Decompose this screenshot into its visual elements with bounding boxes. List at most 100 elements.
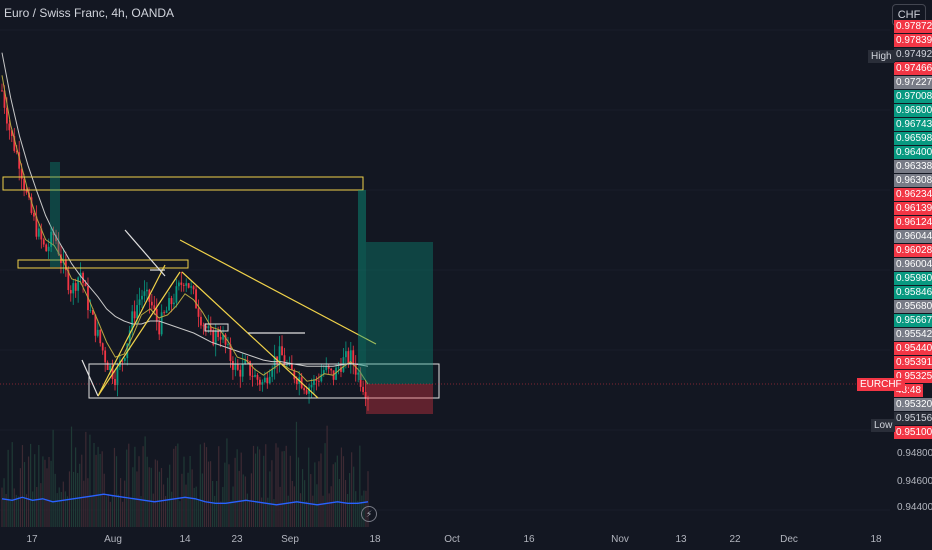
volume-bar — [144, 436, 146, 527]
volume-bar — [142, 446, 144, 527]
volume-bar — [146, 456, 148, 527]
volume-bar — [109, 501, 111, 527]
candle-body — [295, 379, 298, 384]
volume-bar — [353, 466, 355, 527]
candle-body — [116, 366, 119, 386]
candle-body — [170, 298, 173, 305]
volume-bar — [261, 497, 263, 527]
lightning-icon[interactable]: ⚡ — [361, 506, 377, 522]
candle-body — [57, 241, 60, 255]
candle-body — [89, 310, 92, 311]
volume-bar — [140, 496, 142, 527]
price-tag: 0.96124 — [894, 216, 932, 229]
price-axis-label: 0.94600 — [897, 476, 932, 487]
candle-body — [25, 189, 28, 193]
price-axis-label: 0.94400 — [897, 502, 932, 513]
volume-bar — [77, 473, 79, 527]
time-axis-label: 13 — [675, 534, 687, 545]
candle-body — [236, 363, 239, 370]
candle-body — [101, 343, 104, 351]
price-tag: 0.97839 — [894, 34, 932, 47]
candle-body — [133, 311, 136, 319]
candle-body — [278, 346, 281, 364]
volume-bar — [246, 493, 248, 527]
price-tag: 0.95846 — [894, 286, 932, 299]
time-axis-label: 17 — [26, 534, 38, 545]
time-axis-label: Aug — [104, 534, 122, 545]
volume-bar — [193, 487, 195, 527]
candle-body — [283, 355, 286, 366]
volume-trend-line — [1, 493, 369, 506]
candle-body — [52, 231, 55, 236]
candle-body — [45, 244, 48, 252]
candle-body — [200, 316, 202, 326]
candle-body — [359, 372, 362, 387]
candle-body — [20, 168, 23, 179]
candle-body — [335, 367, 337, 380]
time-axis-label: 23 — [231, 534, 243, 545]
volume-bar — [306, 501, 308, 527]
volume-bar — [222, 487, 224, 527]
volume-bar — [216, 480, 218, 527]
price-tag: 0.97227 — [894, 76, 932, 89]
candle-body — [8, 123, 11, 131]
candle-body — [330, 368, 333, 371]
volume-bar — [113, 447, 116, 527]
price-tag: 0.96028 — [894, 244, 932, 257]
candle-body — [3, 90, 6, 108]
volume-bar — [101, 451, 103, 527]
symbol-label: EURCHF — [857, 378, 905, 391]
price-tag: 0.96234 — [894, 188, 932, 201]
candle-body — [182, 284, 185, 286]
volume-bar — [214, 495, 216, 527]
volume-bar — [312, 495, 314, 527]
volume-bar — [70, 426, 73, 527]
volume-bar — [122, 501, 124, 527]
price-tag: 0.96598 — [894, 132, 932, 145]
price-tag: 0.95542 — [894, 328, 932, 341]
candle-body — [37, 228, 40, 237]
candle-body — [352, 350, 355, 365]
volume-bar — [177, 443, 179, 527]
candle-body — [266, 377, 269, 384]
volume-bar — [17, 496, 19, 527]
trendline — [179, 239, 377, 345]
volume-bar — [254, 453, 257, 527]
volume-bar — [271, 460, 273, 527]
candle-body — [10, 130, 13, 137]
candle-body — [136, 305, 139, 319]
volume-bar — [30, 443, 32, 527]
price-tag: 0.95391 — [894, 356, 932, 369]
volume-bar — [128, 443, 130, 527]
volume-bar — [265, 444, 267, 527]
volume-bar — [240, 452, 242, 527]
candle-body — [349, 350, 352, 364]
candle-body — [281, 346, 283, 356]
candle-body — [190, 286, 193, 288]
candle-body — [6, 107, 8, 124]
candle-body — [254, 374, 256, 377]
candle-body — [13, 136, 16, 151]
candle-body — [244, 360, 247, 364]
price-tag: 0.96308 — [894, 174, 932, 187]
time-axis-label: 14 — [179, 534, 191, 545]
volume-bar — [279, 486, 281, 527]
candle-body — [325, 365, 328, 371]
volume-bar — [291, 480, 293, 527]
price-tag: 0.96004 — [894, 258, 932, 271]
candle-body — [227, 344, 229, 346]
candle-body — [241, 363, 244, 377]
high-label: High — [868, 50, 895, 63]
candle-body — [303, 388, 306, 391]
candle-body — [30, 197, 33, 213]
volume-bar — [285, 445, 287, 527]
candle-body — [286, 364, 288, 366]
volume-bar — [9, 500, 11, 527]
price-tag: 0.95440 — [894, 342, 932, 355]
volume-bar — [11, 442, 13, 527]
time-axis-label: Oct — [444, 534, 460, 545]
candle-body — [77, 277, 80, 291]
volume-bar — [25, 494, 28, 527]
time-axis-label: 16 — [523, 534, 535, 545]
